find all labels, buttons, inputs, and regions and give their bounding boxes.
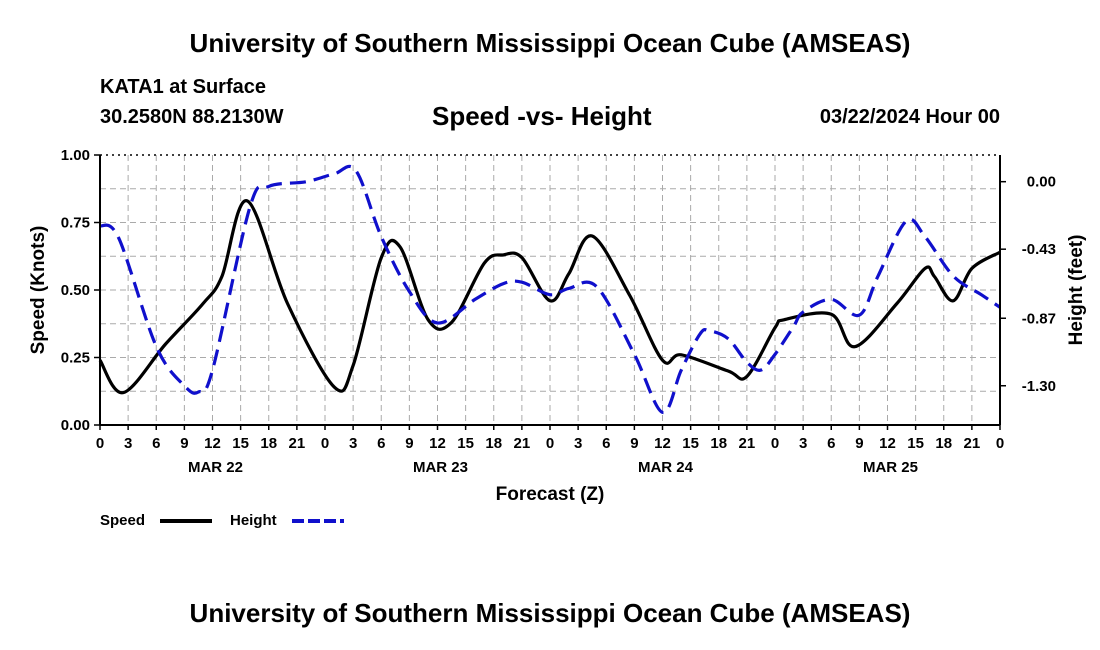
chart-subtitle: Speed -vs- Height	[432, 101, 652, 131]
x-tick-label: 21	[964, 435, 981, 452]
x-tick-label: 6	[152, 435, 160, 452]
y-tick-label-right: -0.43	[1022, 241, 1056, 258]
footer-title: University of Southern Mississippi Ocean…	[189, 598, 911, 628]
series-line-height	[99, 164, 1001, 414]
x-tick-label: 15	[232, 435, 249, 452]
x-tick-label: 21	[739, 435, 756, 452]
series-line-speed	[98, 199, 1001, 395]
x-tick-label: 6	[827, 435, 835, 452]
legend-label-height: Height	[230, 512, 277, 529]
x-day-label: MAR 23	[413, 459, 468, 476]
speed-height-chart: 0 3 6 9 12 15 18 21 0 3 6 9 12 15 18 21 0 3 6 9 12 15 18 21 0 3 6 9…	[28, 147, 1087, 529]
x-tick-label: 9	[630, 435, 638, 452]
x-tick-label: 0	[546, 435, 554, 452]
y-tick-label-right: 0.00	[1027, 174, 1056, 191]
x-tick-label: 3	[349, 435, 357, 452]
grid-lines	[100, 155, 1000, 425]
x-tick-label: 15	[457, 435, 474, 452]
y-tick-label-left: 0.25	[61, 350, 90, 367]
y-tick-label-right: -1.30	[1022, 378, 1056, 395]
y-tick-label-left: 0.00	[61, 417, 90, 434]
x-tick-label: 21	[289, 435, 306, 452]
legend-label-speed: Speed	[100, 512, 145, 529]
x-tick-label: 9	[405, 435, 413, 452]
tick-labels: 0 3 6 9 12 15 18 21 0 3 6 9 12 15 18 21 0 3 6 9 12 15 18 21 0 3 6 9…	[28, 147, 1087, 505]
legend: Speed Height	[100, 512, 344, 529]
x-day-label: MAR 25	[863, 459, 918, 476]
x-tick-label: 18	[485, 435, 502, 452]
x-tick-label: 12	[204, 435, 221, 452]
x-tick-label: 0	[321, 435, 329, 452]
x-tick-label: 0	[96, 435, 104, 452]
series-lines	[98, 164, 1001, 414]
x-tick-label: 18	[935, 435, 952, 452]
x-tick-label: 12	[879, 435, 896, 452]
x-tick-label: 15	[682, 435, 699, 452]
forecast-datetime: 03/22/2024 Hour 00	[819, 106, 1000, 128]
x-tick-label: 18	[710, 435, 727, 452]
x-axis-label: Forecast (Z)	[496, 484, 605, 505]
x-tick-label: 0	[996, 435, 1004, 452]
x-tick-label: 21	[514, 435, 531, 452]
axes	[94, 154, 1006, 430]
x-tick-label: 12	[654, 435, 671, 452]
station-label: KATA1 at Surface	[100, 76, 266, 98]
x-day-label: MAR 24	[638, 459, 694, 476]
x-tick-label: 15	[907, 435, 924, 452]
y-tick-label-left: 1.00	[61, 147, 90, 164]
x-tick-label: 3	[124, 435, 132, 452]
y-axis-label-left: Speed (Knots)	[28, 226, 49, 355]
x-tick-label: 6	[602, 435, 610, 452]
x-tick-label: 3	[574, 435, 582, 452]
x-tick-label: 9	[855, 435, 863, 452]
y-axis-label-right: Height (feet)	[1066, 235, 1087, 346]
x-tick-label: 6	[377, 435, 385, 452]
x-tick-label: 3	[799, 435, 807, 452]
x-tick-label: 0	[771, 435, 779, 452]
y-tick-label-right: -0.87	[1022, 310, 1056, 327]
x-tick-label: 18	[260, 435, 277, 452]
x-tick-label: 12	[429, 435, 446, 452]
y-tick-label-left: 0.75	[61, 215, 90, 232]
chart-title: University of Southern Mississippi Ocean…	[189, 28, 911, 58]
y-tick-label-left: 0.50	[61, 282, 90, 299]
x-tick-label: 9	[180, 435, 188, 452]
coordinates-label: 30.2580N 88.2130W	[100, 106, 284, 128]
x-day-label: MAR 22	[188, 459, 243, 476]
